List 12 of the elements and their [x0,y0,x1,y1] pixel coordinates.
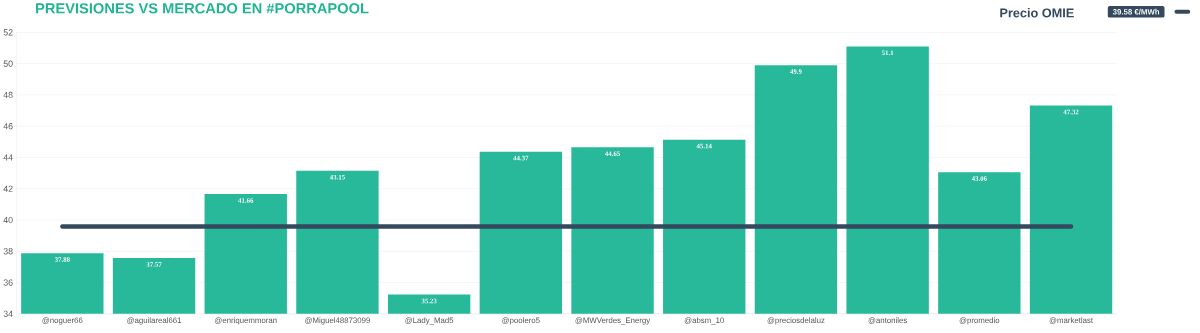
legend-title: Precio OMIE [1000,7,1074,18]
y-tick-label: 48 [3,91,13,98]
y-tick-label: 44 [3,154,13,161]
y-tick-label: 42 [3,185,13,192]
y-tick-label: 38 [3,247,13,255]
y-tick-label: 34 [3,310,13,317]
y-tick-label: 36 [3,279,13,286]
y-tick-label: 40 [3,216,13,223]
y-tick-label: 50 [3,60,13,67]
y-tick-label: 46 [3,122,13,130]
y-tick-label: 52 [3,29,13,36]
chart-title: PREVISIONES VS MERCADO EN #PORRAPOOL [36,2,369,14]
